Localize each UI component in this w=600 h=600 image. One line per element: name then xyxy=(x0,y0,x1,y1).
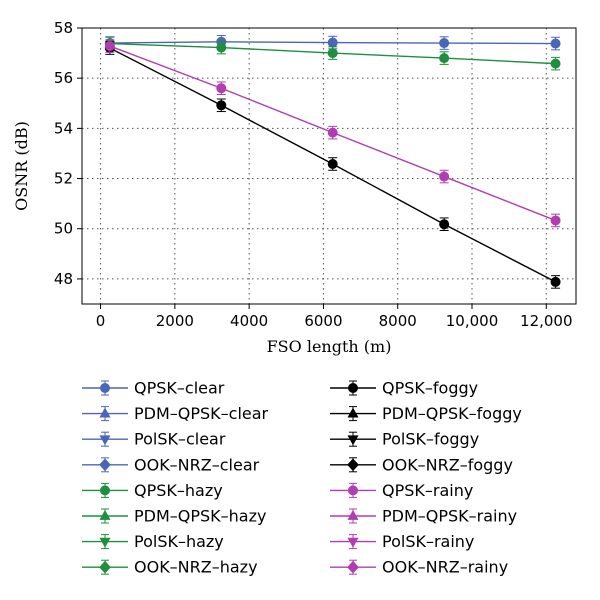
legend-item: QPSK–clear xyxy=(82,379,225,398)
legend-label: PolSK–hazy xyxy=(134,532,224,551)
data-point xyxy=(216,42,227,53)
legend-marker xyxy=(347,509,359,520)
series-8 xyxy=(104,41,561,289)
legend-marker xyxy=(100,382,111,393)
legend-marker xyxy=(347,485,358,496)
data-point xyxy=(439,38,450,49)
legend-item: OOK–NRZ–hazy xyxy=(82,558,258,577)
x-tick-label: 8000 xyxy=(379,312,417,330)
legend-marker xyxy=(347,407,359,418)
legend-label: OOK–NRZ–rainy xyxy=(382,558,508,577)
plot-frame xyxy=(81,27,577,305)
legend-label: OOK–NRZ–foggy xyxy=(382,455,513,474)
data-point xyxy=(327,37,338,48)
legend-label: OOK–NRZ–hazy xyxy=(134,558,258,577)
legend-marker xyxy=(99,435,111,446)
data-point xyxy=(104,41,115,52)
legend-item: PDM–QPSK–clear xyxy=(82,404,269,423)
data-point xyxy=(327,158,338,169)
y-axis-label: OSNR (dB) xyxy=(12,121,31,211)
legend-marker xyxy=(347,435,359,446)
legend-marker xyxy=(347,458,359,472)
legend-item: QPSK–hazy xyxy=(82,481,223,500)
legend-item: PolSK–foggy xyxy=(330,430,479,449)
legend-marker xyxy=(99,509,111,520)
y-tick-label: 48 xyxy=(54,270,73,288)
legend-label: OOK–NRZ–clear xyxy=(134,455,260,474)
data-point xyxy=(550,276,561,287)
legend-marker xyxy=(347,560,359,574)
legend-label: QPSK–clear xyxy=(134,379,225,398)
ticks: 0 2000 4000 6000 8000 10,000 12,000 48 50 52 54 56 5… xyxy=(54,19,573,330)
legend-item: PolSK–rainy xyxy=(330,532,474,551)
legend-label: QPSK–hazy xyxy=(134,481,223,500)
legend-label: QPSK–foggy xyxy=(382,379,478,398)
data-point xyxy=(550,215,561,226)
legend-item: OOK–NRZ–foggy xyxy=(330,455,513,474)
legend-label: PolSK–rainy xyxy=(382,532,474,551)
x-tick-label: 4000 xyxy=(230,312,268,330)
y-tick-label: 50 xyxy=(54,220,73,238)
legend-item: PDM–QPSK–rainy xyxy=(330,507,517,526)
legend-item: PolSK–clear xyxy=(82,430,226,449)
legend-marker xyxy=(99,560,111,574)
legend-item: QPSK–foggy xyxy=(330,379,478,398)
x-tick-label: 0 xyxy=(96,312,106,330)
legend-marker xyxy=(100,485,111,496)
legend-label: PDM–QPSK–foggy xyxy=(382,404,522,423)
legend-label: PDM–QPSK–rainy xyxy=(382,507,517,526)
legend-item: QPSK–rainy xyxy=(330,481,473,500)
legend-item: PDM–QPSK–foggy xyxy=(330,404,522,423)
legend-marker xyxy=(99,458,111,472)
legend-marker xyxy=(99,407,111,418)
legend-item: OOK–NRZ–rainy xyxy=(330,558,508,577)
x-tick-label: 10,000 xyxy=(446,312,499,330)
legend-item: PDM–QPSK–hazy xyxy=(82,507,266,526)
legend-marker xyxy=(99,537,111,548)
legend-marker xyxy=(347,537,359,548)
data-point xyxy=(550,38,561,49)
data-point xyxy=(216,100,227,111)
legend: QPSK–clear PDM–QPSK–clear PolSK–clear OOK–N… xyxy=(82,379,522,577)
series-12 xyxy=(104,39,561,228)
x-tick-label: 2000 xyxy=(156,312,194,330)
data-point xyxy=(439,219,450,230)
data-point xyxy=(216,83,227,94)
x-tick-label: 12,000 xyxy=(520,312,573,330)
data-point xyxy=(439,171,450,182)
legend-item: PolSK–hazy xyxy=(82,532,224,551)
legend-label: PolSK–foggy xyxy=(382,430,479,449)
series xyxy=(104,35,561,289)
legend-label: PDM–QPSK–clear xyxy=(134,404,269,423)
data-point xyxy=(327,127,338,138)
x-tick-label: 6000 xyxy=(304,312,342,330)
legend-label: QPSK–rainy xyxy=(382,481,473,500)
data-point xyxy=(439,53,450,64)
legend-marker xyxy=(347,382,358,393)
legend-label: PDM–QPSK–hazy xyxy=(134,507,266,526)
legend-label: PolSK–clear xyxy=(134,430,226,449)
y-tick-label: 58 xyxy=(54,19,73,37)
data-point xyxy=(550,58,561,69)
data-point xyxy=(327,48,338,59)
legend-item: OOK–NRZ–clear xyxy=(82,455,260,474)
grid xyxy=(82,27,576,304)
y-tick-label: 54 xyxy=(54,119,73,137)
y-tick-label: 52 xyxy=(54,170,73,188)
y-tick-label: 56 xyxy=(54,69,73,87)
x-axis-label: FSO length (m) xyxy=(267,337,392,356)
